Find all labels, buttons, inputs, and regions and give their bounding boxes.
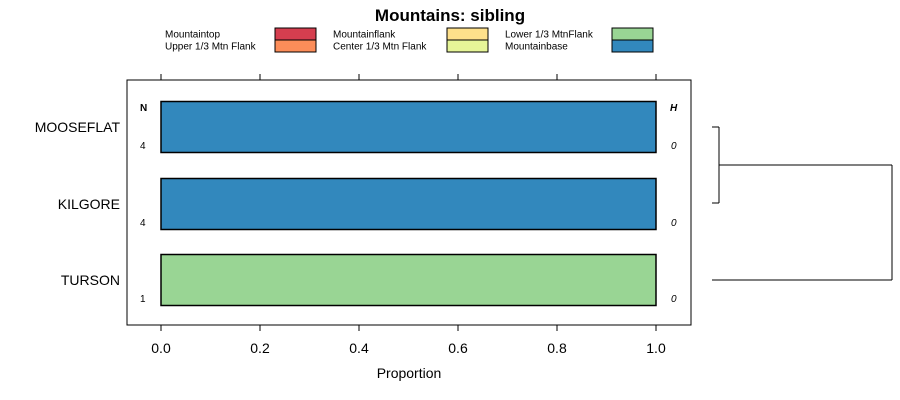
x-axis-label: Proportion xyxy=(377,365,442,381)
n-value-turson: 1 xyxy=(140,294,146,305)
bars-layer: MOOSEFLAT 4 0 KILGORE 4 0 TURSON 1 0 xyxy=(35,100,677,307)
bar-kilgore-mountainbase xyxy=(160,177,657,231)
legend-label-mountainbase: Mountainbase xyxy=(505,42,568,53)
h-value-turson: 0 xyxy=(671,294,677,305)
h-column-header: H xyxy=(670,103,678,114)
legend-label-upper-1-3-mtn-flank: Upper 1/3 Mtn Flank xyxy=(165,42,257,53)
legend-swatch-mountaintop xyxy=(274,27,317,41)
h-value-kilgore: 0 xyxy=(671,218,677,229)
chart-title: Mountains: sibling xyxy=(375,6,525,25)
n-value-kilgore: 4 xyxy=(140,218,146,229)
legend-swatch-mountainflank xyxy=(446,27,489,41)
legend-swatch-lower-1-3-mtnflank xyxy=(611,27,654,41)
x-tick-label-1: 0.2 xyxy=(250,340,270,356)
legend-label-mountainflank: Mountainflank xyxy=(333,30,396,41)
dendrogram xyxy=(712,126,893,281)
x-tick-label-4: 0.8 xyxy=(547,340,567,356)
bar-mooseflat-mountainbase xyxy=(160,100,657,154)
n-value-mooseflat: 4 xyxy=(140,141,146,152)
row-label-mooseflat: MOOSEFLAT xyxy=(35,119,121,135)
n-column-header: N xyxy=(140,103,147,114)
x-tick-label-2: 0.4 xyxy=(349,340,369,356)
legend-swatch-center-1-3-mtn-flank xyxy=(446,39,489,53)
plot-frame xyxy=(126,79,692,326)
bar-turson-lower-1-3-mtnflank xyxy=(160,253,657,307)
x-tick-label-3: 0.6 xyxy=(448,340,468,356)
legend-label-center-1-3-mtn-flank: Center 1/3 Mtn Flank xyxy=(333,42,427,53)
x-tick-label-0: 0.0 xyxy=(151,340,171,356)
axes-layer: 0.0 0.2 0.4 0.6 0.8 1.0 xyxy=(151,74,666,356)
h-value-mooseflat: 0 xyxy=(671,141,677,152)
x-tick-label-5: 1.0 xyxy=(646,340,666,356)
legend-label-mountaintop: Mountaintop xyxy=(165,30,220,41)
legend-swatch-upper-1-3-mtn-flank xyxy=(274,39,317,53)
legend-swatch-mountainbase xyxy=(611,39,654,53)
legend-label-lower-1-3-mtnflank: Lower 1/3 MtnFlank xyxy=(505,30,594,41)
row-label-turson: TURSON xyxy=(61,272,120,288)
row-label-kilgore: KILGORE xyxy=(58,196,120,212)
